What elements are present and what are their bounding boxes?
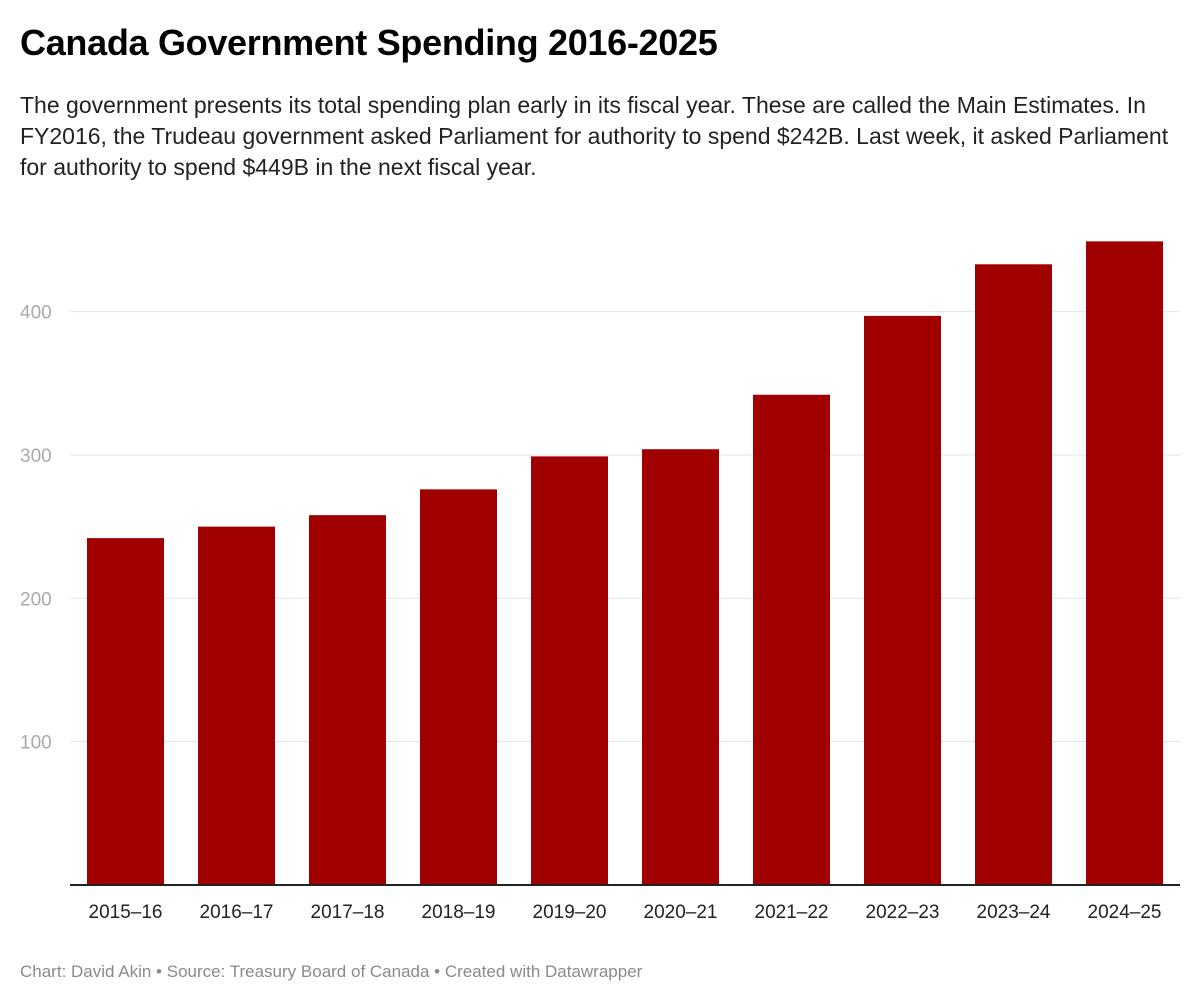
x-tick-label: 2023–24 bbox=[977, 902, 1051, 923]
chart-footer: Chart: David Akin • Source: Treasury Boa… bbox=[20, 962, 643, 981]
y-tick-label: 400 bbox=[20, 303, 52, 324]
bar bbox=[642, 449, 719, 885]
x-tick-label: 2016–17 bbox=[200, 902, 274, 923]
chart-subtitle: The government presents its total spendi… bbox=[20, 92, 1169, 180]
x-tick-label: 2024–25 bbox=[1088, 902, 1162, 923]
x-tick-label: 2019–20 bbox=[533, 902, 607, 923]
x-tick-label: 2018–19 bbox=[422, 902, 496, 923]
bar bbox=[420, 489, 497, 885]
bar bbox=[531, 456, 608, 885]
y-tick-label: 100 bbox=[20, 733, 52, 754]
bar bbox=[975, 264, 1052, 885]
y-tick-label: 200 bbox=[20, 589, 52, 610]
x-tick-label: 2017–18 bbox=[311, 902, 385, 923]
y-tick-label: 300 bbox=[20, 446, 52, 467]
x-tick-label: 2020–21 bbox=[644, 902, 718, 923]
bar bbox=[753, 394, 830, 885]
x-tick-label: 2021–22 bbox=[755, 902, 829, 923]
bar bbox=[87, 538, 164, 885]
bar bbox=[1086, 241, 1163, 885]
chart-title: Canada Government Spending 2016-2025 bbox=[20, 22, 718, 63]
x-tick-label: 2015–16 bbox=[89, 902, 163, 923]
x-tick-label: 2022–23 bbox=[866, 902, 940, 923]
bar-chart: 100 200 300 400 2015–16 2016–17 2017–18 2018–19… bbox=[20, 241, 1180, 923]
bar bbox=[309, 515, 386, 885]
bar bbox=[864, 315, 941, 885]
bar bbox=[198, 526, 275, 885]
